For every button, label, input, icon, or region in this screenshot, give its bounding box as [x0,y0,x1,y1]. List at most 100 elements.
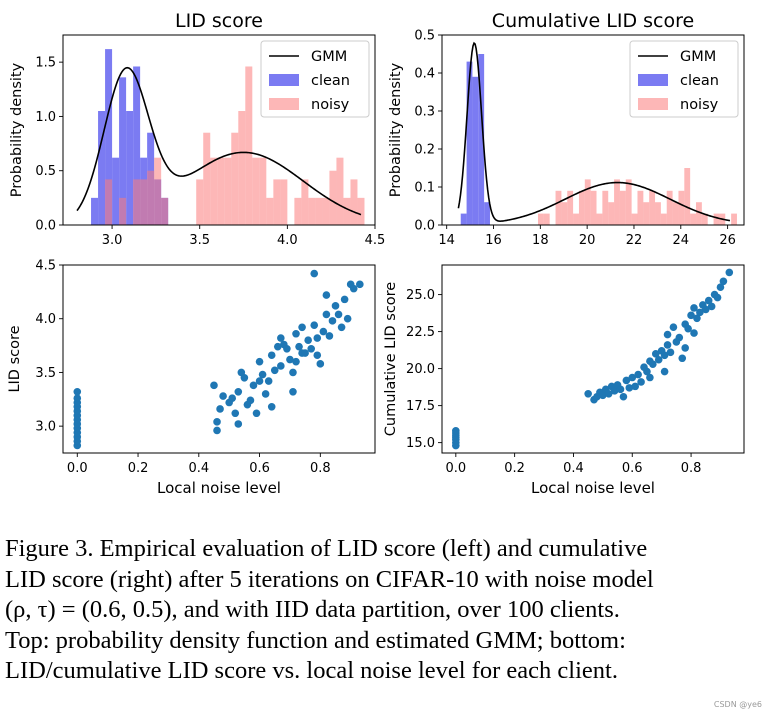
legend-label: noisy [680,97,719,113]
scatter-point [616,385,625,394]
hist-bar-clean [466,61,473,225]
hist-bar-noisy [343,197,351,225]
hist-bar-noisy [273,179,281,225]
caption-line: (ρ, τ) = (0.6, 0.5), and with IID data p… [5,596,620,623]
hist-bar-noisy [614,179,620,225]
y-tick-label: 3.5 [35,366,56,381]
scatter-point [310,269,319,278]
x-tick-label: 3.5 [189,233,210,248]
legend-label: clean [680,73,719,89]
hist-bar-noisy [217,157,225,225]
hist-bar-noisy [537,213,544,225]
hist-bar-noisy [637,190,644,225]
hist-bar-noisy [573,213,579,225]
hist-bar-noisy [655,202,661,225]
scatter-point [240,374,249,382]
hist-bar-noisy [329,170,337,225]
scatter-point [255,377,264,385]
scatter-point [643,367,651,376]
legend-label: noisy [311,97,350,113]
hist-bar-noisy [280,179,288,225]
y-tick-label: 1.5 [35,56,56,71]
hist-bar-noisy [315,197,323,225]
hist-bar-noisy [294,197,302,225]
scatter-point [289,387,297,396]
scatter-point [301,349,309,357]
x-tick-label: 0.8 [310,461,331,476]
chart-lid-hist: 3.0 3.5 4.0 4.5 0.0 0.5 1.0 1.5 LID score Probabi… [9,10,385,248]
scatter-point [325,332,334,340]
scatter-point [249,381,258,390]
hist-bar-noisy [596,213,603,225]
y-tick-label: 0.3 [414,105,435,120]
hist-bar-noisy [252,157,260,225]
hist-bar-noisy [590,190,597,225]
hist-bar-noisy [713,213,720,225]
y-tick-label: 15.0 [406,436,435,451]
hist-bar-clean [126,111,134,225]
scatter-point [693,314,701,323]
x-tick-label: 16 [485,233,502,248]
scatter-point [696,308,704,317]
scatter-point [716,283,725,292]
y-tick-label: 0.5 [414,29,435,44]
scatter-point [666,348,675,357]
hist-bar-clean [472,76,479,225]
scatter-point [73,394,82,403]
scatter-point [584,389,592,398]
hist-bar-noisy [619,190,626,225]
plot-area [457,41,737,225]
hist-bar-noisy [161,197,169,225]
scatter-point [651,350,660,358]
y-tick-label: 0.1 [414,181,435,196]
hist-bar-noisy [133,179,141,225]
scatter-point [292,329,300,338]
scatter-point [707,302,716,311]
x-tick-label: 0.4 [563,461,584,476]
hist-bar-noisy [308,197,316,225]
legend: GMM clean noisy [260,40,370,118]
scatter-point [337,323,346,332]
scatter-point [687,311,695,320]
scatter-point [316,360,325,368]
scatter-point [328,317,337,325]
y-tick-label: 4.5 [35,259,56,274]
hist-bar-noisy [154,157,162,225]
scatter-point [637,378,645,386]
legend-label: clean [311,73,350,89]
hist-bar-noisy [567,190,574,225]
hist-bar-noisy [266,197,274,225]
scatter-point [678,354,687,363]
scatter-point [619,392,628,401]
y-tick-label: 0.0 [35,219,56,234]
y-tick-label: 22.5 [406,325,435,340]
hist-bar-clean [460,213,467,225]
scatter-point [216,405,224,413]
scatter-point [719,277,728,286]
scatter-point [349,284,358,293]
plot-frame [441,34,745,226]
y-axis-label: Probability density [9,62,25,197]
scatter-point [304,336,312,345]
scatter-point [701,305,710,314]
scatter-point [292,357,300,366]
caption-line: Figure 3. Empirical evaluation of LID sc… [5,535,648,562]
x-tick-label: 0.8 [681,461,702,476]
watermark: CSDN @ye6 [713,700,762,709]
legend: GMM clean noisy [629,40,739,118]
scatter-point [654,355,663,364]
gmm-curve [457,41,731,222]
y-tick-label: 20.0 [406,362,435,377]
scatter-point [255,357,264,366]
scatter-point [663,341,672,349]
hist-bar-noisy [224,157,232,225]
scatter-point [690,329,698,337]
x-tick-label: 14 [438,233,455,248]
scatter-point [319,327,328,336]
hist-bar-noisy [238,111,246,225]
figure-caption: Figure 3. Empirical evaluation of LID sc… [5,534,763,687]
plot-frame [441,264,745,454]
x-tick-label: 0.2 [128,461,149,476]
legend-swatch-clean [269,74,299,86]
x-tick-label: 0.6 [249,461,270,476]
